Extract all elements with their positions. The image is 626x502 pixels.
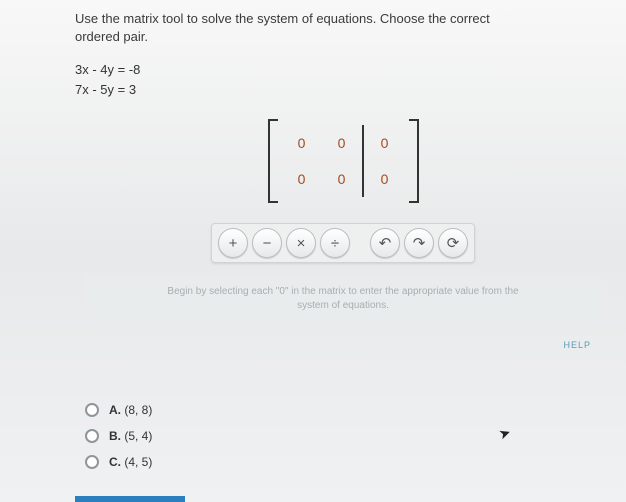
- hint-box: Begin by selecting each "0" in the matri…: [85, 275, 601, 329]
- undo-button[interactable]: ↶: [370, 228, 400, 258]
- answer-value: (4, 5): [124, 455, 152, 469]
- answer-letter: A.: [109, 403, 121, 417]
- answer-label: B. (5, 4): [109, 429, 152, 443]
- minus-icon: −: [263, 235, 272, 252]
- prompt-line-2: ordered pair.: [75, 29, 148, 44]
- answer-label: A. (8, 8): [109, 403, 152, 417]
- divide-icon: ÷: [331, 235, 339, 252]
- question-prompt: Use the matrix tool to solve the system …: [75, 10, 611, 46]
- matrix-cell[interactable]: 0: [298, 171, 306, 187]
- help-link-wrap: HELP: [75, 335, 591, 353]
- multiply-button[interactable]: ×: [286, 228, 316, 258]
- reset-button[interactable]: ⟳: [438, 228, 468, 258]
- add-button[interactable]: +: [218, 228, 248, 258]
- answer-value: (5, 4): [124, 429, 152, 443]
- matrix-cell[interactable]: 0: [381, 135, 389, 151]
- radio-icon[interactable]: [85, 455, 99, 469]
- answer-option-b[interactable]: B. (5, 4): [85, 429, 611, 443]
- equation-block: 3x - 4y = -8 7x - 5y = 3: [75, 60, 611, 99]
- radio-icon[interactable]: [85, 403, 99, 417]
- answer-options: A. (8, 8) B. (5, 4) C. (4, 5): [85, 403, 611, 469]
- reset-icon: ⟳: [447, 234, 460, 252]
- prompt-line-1: Use the matrix tool to solve the system …: [75, 11, 490, 26]
- equation-1: 3x - 4y = -8: [75, 60, 611, 80]
- divide-button[interactable]: ÷: [320, 228, 350, 258]
- bracket-right: [409, 119, 419, 203]
- hint-line-2: system of equations.: [297, 300, 389, 311]
- progress-bar: [75, 496, 185, 502]
- answer-letter: B.: [109, 429, 121, 443]
- redo-button[interactable]: ↷: [404, 228, 434, 258]
- help-link[interactable]: HELP: [563, 340, 591, 350]
- answer-option-c[interactable]: C. (4, 5): [85, 455, 611, 469]
- radio-icon[interactable]: [85, 429, 99, 443]
- answer-letter: C.: [109, 455, 121, 469]
- augment-divider: [362, 125, 364, 197]
- matrix-cell[interactable]: 0: [298, 135, 306, 151]
- subtract-button[interactable]: −: [252, 228, 282, 258]
- operation-toolbar: + − × ÷ ↶ ↷ ⟳: [211, 223, 475, 263]
- answer-label: C. (4, 5): [109, 455, 152, 469]
- equation-2: 7x - 5y = 3: [75, 80, 611, 100]
- answer-value: (8, 8): [124, 403, 152, 417]
- times-icon: ×: [297, 235, 306, 252]
- hint-line-1: Begin by selecting each "0" in the matri…: [167, 286, 518, 297]
- matrix-cell[interactable]: 0: [381, 171, 389, 187]
- redo-icon: ↷: [413, 234, 426, 252]
- undo-icon: ↶: [379, 234, 392, 252]
- answer-option-a[interactable]: A. (8, 8): [85, 403, 611, 417]
- matrix-cell[interactable]: 0: [338, 135, 346, 151]
- matrix-grid: 0 0 0 0 0 0: [278, 119, 409, 203]
- matrix-cell[interactable]: 0: [338, 171, 346, 187]
- bracket-left: [268, 119, 278, 203]
- plus-icon: +: [229, 235, 238, 252]
- matrix-tool: 0 0 0 0 0 0: [75, 119, 611, 203]
